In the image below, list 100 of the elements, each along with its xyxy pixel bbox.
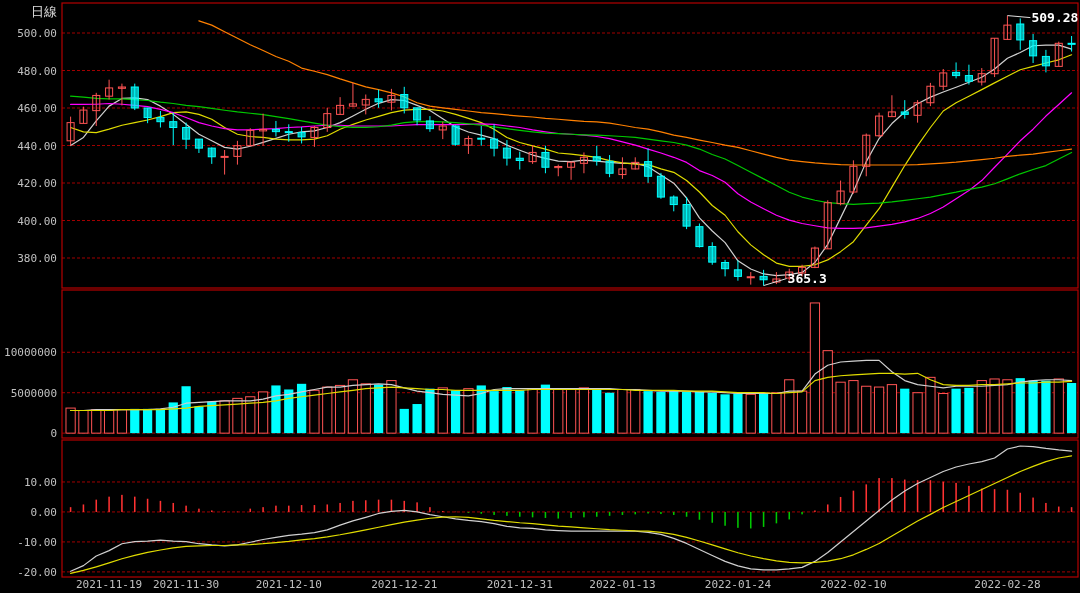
- candlestick: [875, 112, 884, 138]
- y-tick-label: 500.00: [17, 27, 57, 40]
- bar: [245, 396, 256, 434]
- bar: [643, 391, 653, 434]
- bar: [873, 386, 885, 434]
- bar: [720, 394, 730, 434]
- candlestick: [310, 125, 319, 148]
- candlestick: [233, 140, 242, 166]
- bar: [103, 410, 115, 434]
- candlestick: [695, 223, 704, 248]
- bar: [694, 391, 705, 434]
- candlestick: [323, 107, 332, 133]
- x-tick-label: 2022-02-10: [820, 578, 887, 591]
- bar: [938, 393, 949, 434]
- candlestick: [1041, 49, 1050, 73]
- candlestick: [541, 145, 550, 174]
- bar: [848, 380, 859, 434]
- candlestick: [862, 133, 871, 177]
- bar: [835, 381, 846, 434]
- bar: [771, 392, 782, 434]
- bar: [425, 388, 435, 434]
- bar: [334, 384, 346, 434]
- bar: [1041, 380, 1051, 434]
- candlestick: [348, 82, 357, 108]
- candlestick: [618, 156, 627, 180]
- bar: [284, 389, 294, 434]
- x-tick-label: 2021-12-10: [255, 578, 322, 591]
- bar: [925, 376, 936, 434]
- y-tick-label: 440.00: [17, 139, 57, 153]
- candlestick: [810, 246, 819, 269]
- candlestick: [592, 145, 601, 167]
- bar: [502, 387, 512, 434]
- bar: [1053, 378, 1064, 434]
- candlestick: [1016, 17, 1025, 51]
- y-tick-label: 460.00: [17, 102, 57, 115]
- y-tick-label: 0: [50, 427, 57, 441]
- bar: [219, 400, 230, 434]
- bar: [347, 379, 359, 434]
- bar: [886, 384, 898, 434]
- candlestick: [284, 123, 293, 143]
- bar: [181, 386, 191, 434]
- bar: [989, 378, 1000, 434]
- bar: [681, 391, 692, 434]
- y-tick-label: 5000000: [10, 386, 57, 400]
- candlestick: [451, 124, 460, 147]
- bar: [900, 388, 910, 434]
- candlestick: [567, 161, 576, 181]
- bar: [296, 383, 307, 434]
- candlestick: [733, 259, 742, 282]
- x-tick-label: 2022-01-24: [704, 578, 772, 591]
- bar: [976, 380, 987, 434]
- candlestick: [117, 83, 126, 106]
- bar: [232, 397, 243, 434]
- y-tick-label: 480.00: [17, 64, 57, 78]
- candlestick: [708, 241, 717, 266]
- bar: [630, 388, 641, 434]
- y-tick-label: 10.00: [23, 475, 57, 489]
- bar: [604, 392, 615, 434]
- line-series: [70, 372, 1073, 412]
- x-tick-label: 2021-11-30: [152, 578, 220, 591]
- bar: [527, 388, 538, 434]
- bar: [489, 391, 499, 434]
- bar: [553, 388, 564, 434]
- bar: [309, 389, 320, 434]
- bar: [1028, 380, 1038, 434]
- bar: [463, 388, 474, 434]
- y-tick-label: 0.00: [30, 505, 57, 519]
- candlestick: [682, 196, 691, 230]
- line-series: [70, 92, 1073, 229]
- candlestick: [374, 89, 383, 109]
- bar: [373, 384, 384, 434]
- bar: [437, 387, 448, 434]
- bar: [386, 380, 397, 434]
- candlestick: [900, 99, 909, 120]
- bar: [116, 409, 128, 434]
- bar: [412, 404, 422, 434]
- candlestick: [220, 149, 229, 176]
- bar: [476, 385, 486, 434]
- chart-title: 日線: [31, 4, 57, 19]
- candlestick: [528, 144, 537, 165]
- candlestick: [105, 79, 114, 101]
- bar: [271, 385, 281, 434]
- candlestick: [1003, 15, 1012, 41]
- y-tick-label: -10.00: [17, 535, 57, 549]
- bar: [822, 350, 833, 434]
- bar: [617, 388, 628, 434]
- bar: [578, 387, 590, 434]
- bar: [733, 393, 743, 434]
- y-tick-label: 400.00: [17, 214, 57, 228]
- candlestick: [939, 68, 948, 91]
- bar: [951, 388, 961, 434]
- bar: [565, 388, 577, 434]
- bar: [540, 384, 551, 434]
- candlestick: [913, 99, 922, 124]
- bar: [130, 408, 140, 434]
- candlestick: [464, 135, 473, 155]
- candlestick: [490, 123, 499, 157]
- bar: [322, 386, 333, 434]
- candlestick: [169, 112, 178, 146]
- bar: [257, 391, 269, 434]
